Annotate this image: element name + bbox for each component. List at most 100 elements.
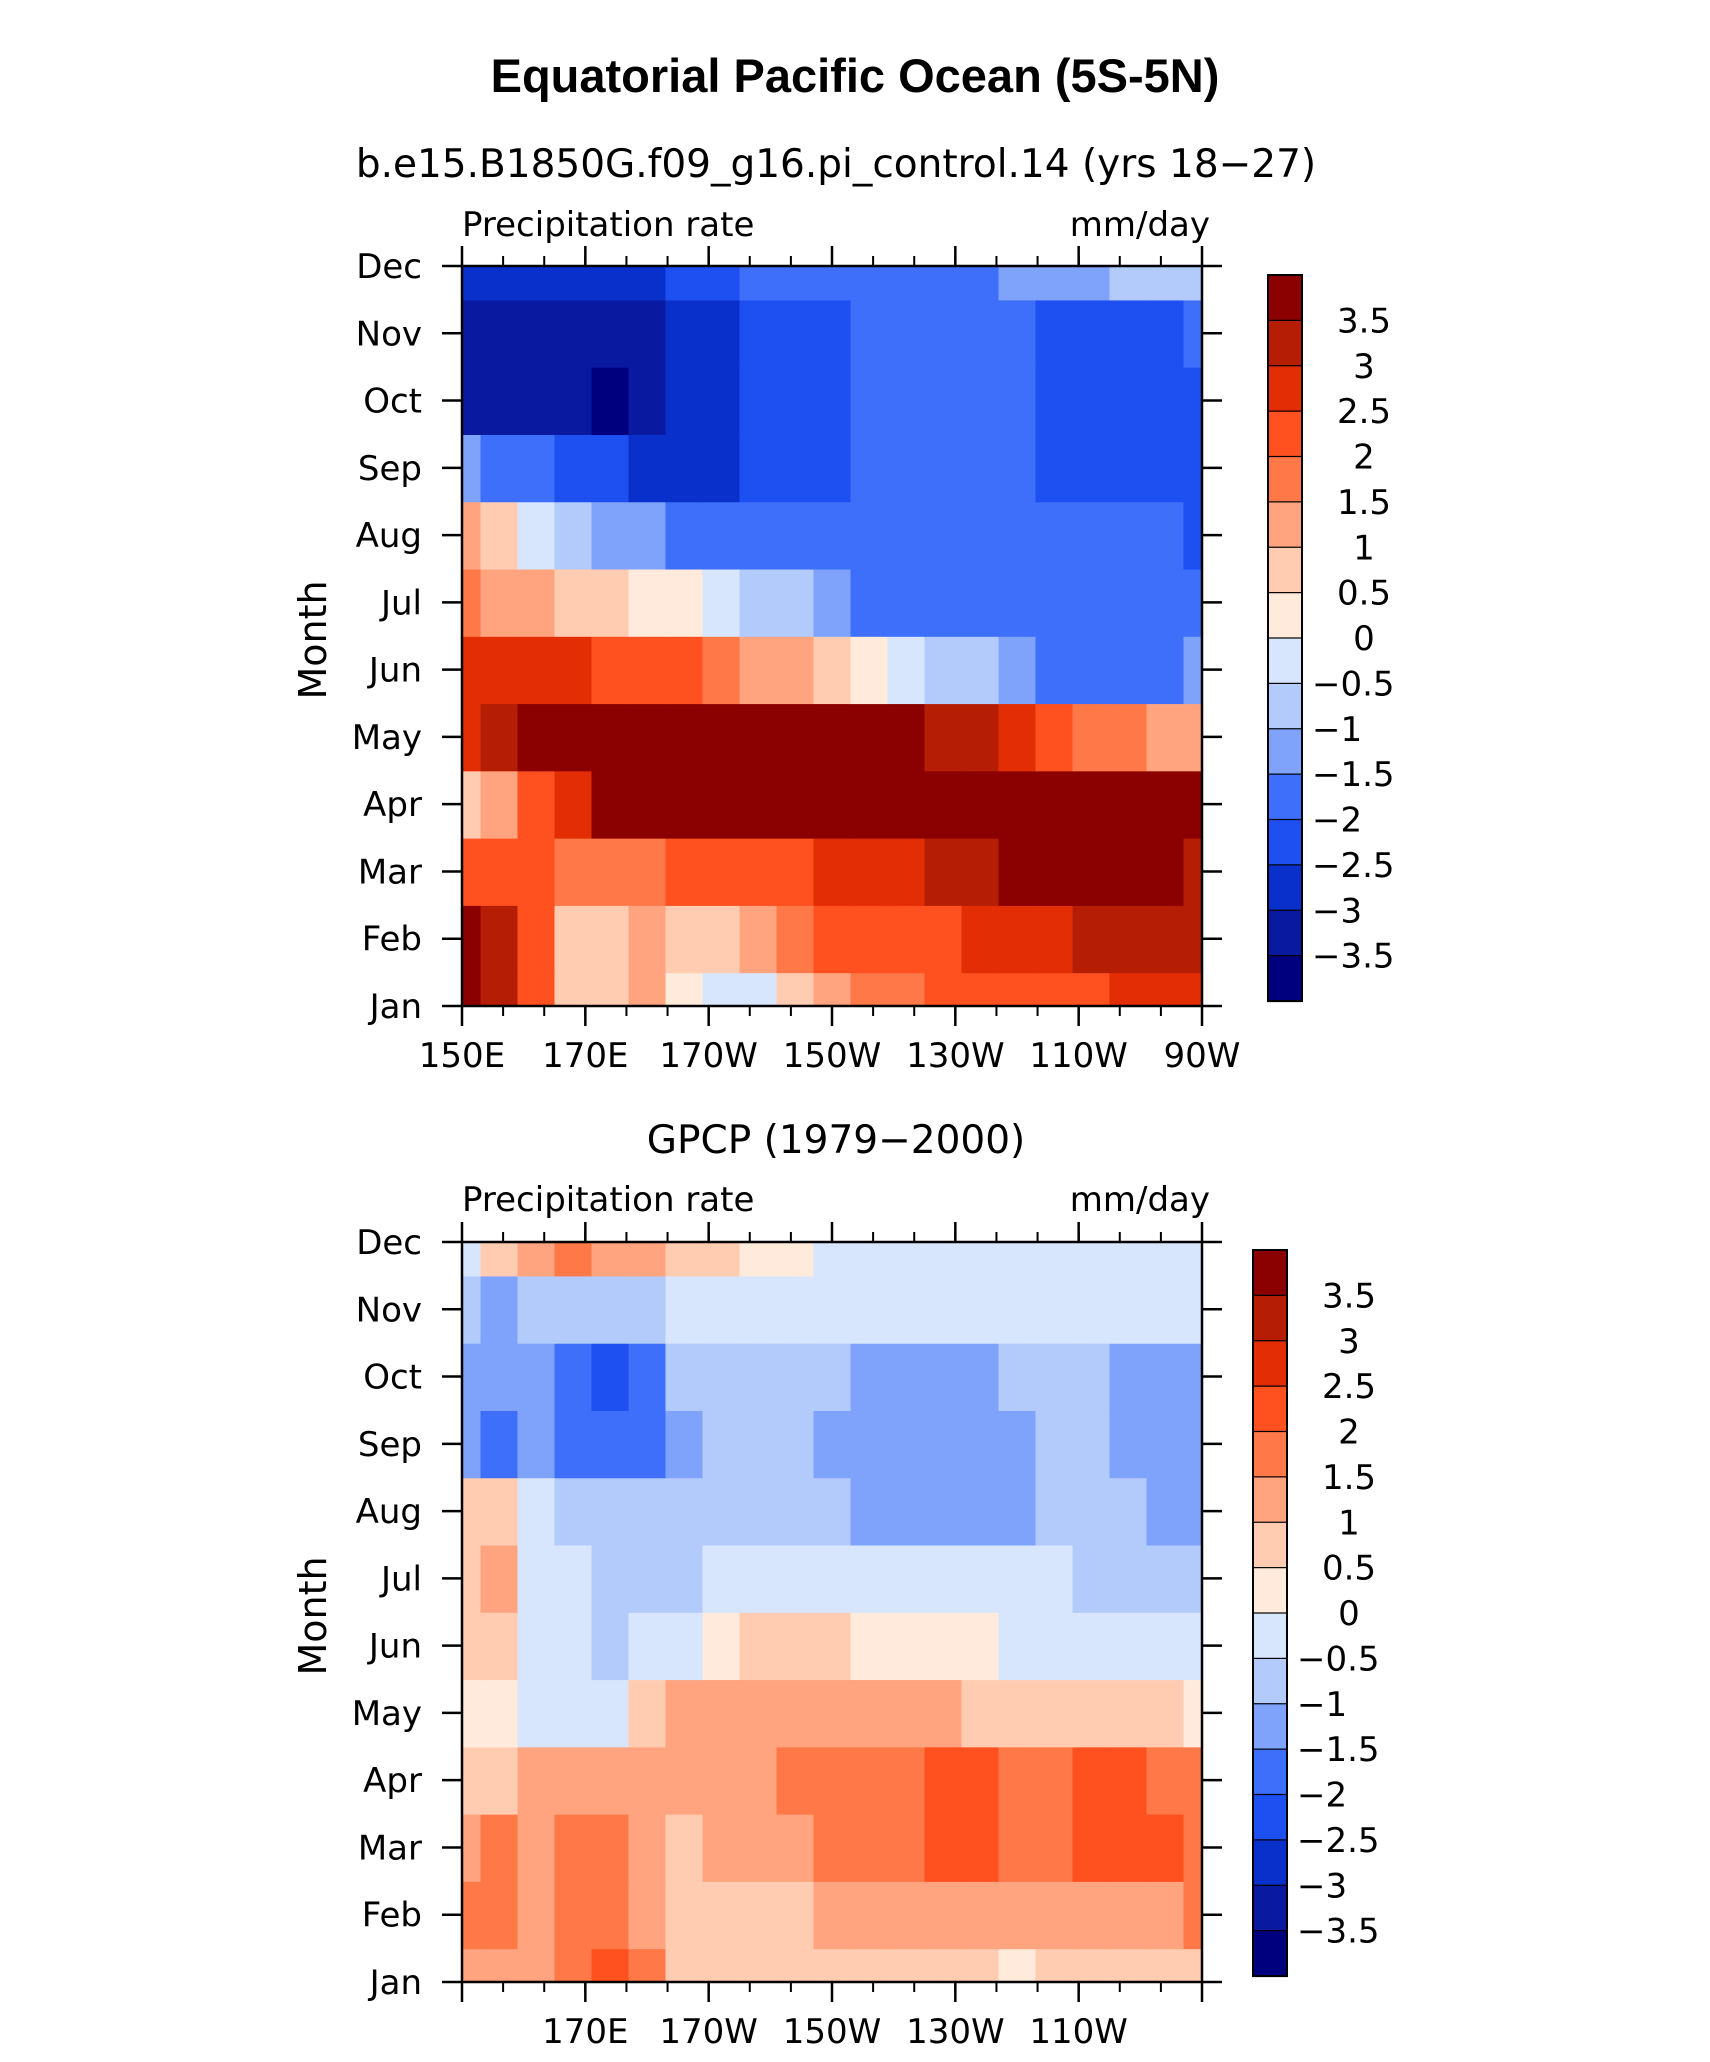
- heatmap-cell: [462, 1342, 482, 1411]
- heatmap-cell: [1035, 568, 1074, 637]
- heatmap-cell: [1183, 636, 1202, 705]
- heatmap-cell: [480, 1612, 519, 1681]
- heatmap-cell: [924, 1679, 963, 1748]
- heatmap-cell: [1035, 1746, 1074, 1815]
- heatmap-cell: [517, 568, 556, 637]
- heatmap-cell: [924, 568, 963, 637]
- heatmap-cell: [998, 299, 1037, 368]
- heatmap-cell: [554, 1342, 593, 1411]
- heatmap-cell: [665, 266, 704, 301]
- heatmap-cell: [776, 703, 815, 772]
- heatmap-cell: [924, 1342, 963, 1411]
- heatmap-cell: [1109, 568, 1148, 637]
- heatmap-cell: [702, 1342, 741, 1411]
- heatmap-cell: [961, 837, 1000, 906]
- heatmap-cell: [1146, 1881, 1185, 1950]
- heatmap-cell: [1183, 501, 1202, 570]
- heatmap-cell: [850, 1477, 889, 1546]
- heatmap-cell: [961, 636, 1000, 705]
- heatmap-cell: [591, 1275, 630, 1344]
- heatmap-cell: [665, 1342, 704, 1411]
- heatmap-cell: [462, 1275, 482, 1344]
- colorbar-swatch: [1267, 455, 1303, 503]
- colorbar-label: 2.5: [1337, 392, 1391, 432]
- y-tick-label: Aug: [356, 1492, 422, 1532]
- heatmap-cell: [1109, 1679, 1148, 1748]
- colorbar-swatch: [1252, 1294, 1288, 1342]
- colorbar-label: 0.5: [1337, 574, 1391, 614]
- heatmap-cell: [1072, 1544, 1111, 1613]
- heatmap-cell: [887, 1813, 926, 1882]
- heatmap-cell: [924, 1410, 963, 1479]
- heatmap-cell: [462, 1948, 482, 1982]
- heatmap-cell: [462, 837, 482, 906]
- heatmap-cell: [628, 501, 667, 570]
- heatmap-cell: [665, 1813, 704, 1882]
- heatmap-cell: [1072, 1948, 1111, 1982]
- heatmap-cell: [480, 703, 519, 772]
- heatmap-cell: [924, 1242, 963, 1277]
- heatmap-cell: [998, 1813, 1037, 1882]
- heatmap-cell: [480, 1342, 519, 1411]
- heatmap-cell: [628, 1813, 667, 1882]
- heatmap-cell: [887, 1544, 926, 1613]
- heatmap-cell: [517, 299, 556, 368]
- heatmap-cell: [850, 434, 889, 503]
- colorbar-label: −1.5: [1312, 755, 1395, 795]
- heatmap-cell: [628, 1410, 667, 1479]
- heatmap-cell: [702, 568, 741, 637]
- heatmap-cell: [776, 1612, 815, 1681]
- heatmap-cell: [517, 972, 556, 1006]
- colorbar-frame: [1252, 1249, 1288, 1977]
- heatmap-cell: [702, 1679, 741, 1748]
- heatmap-cell: [480, 1948, 519, 1982]
- heatmap-cell: [1109, 905, 1148, 974]
- heatmap-cell: [739, 972, 778, 1006]
- heatmap-cell: [665, 1410, 704, 1479]
- heatmap-cell: [591, 366, 630, 435]
- heatmap-cell: [702, 905, 741, 974]
- heatmap-cell: [1183, 972, 1202, 1006]
- heatmap-cell: [665, 1679, 704, 1748]
- heatmap-cell: [1109, 972, 1148, 1006]
- heatmap-cell: [850, 703, 889, 772]
- heatmap-cell: [591, 703, 630, 772]
- heatmap-cell: [628, 1242, 667, 1277]
- heatmap-cell: [776, 1948, 815, 1982]
- heatmap-cell: [887, 1477, 926, 1546]
- colorbar-label: −1: [1312, 710, 1362, 750]
- heatmap-cell: [998, 636, 1037, 705]
- heatmap-cell: [887, 568, 926, 637]
- heatmap-cell: [1146, 366, 1185, 435]
- heatmap-cell: [924, 703, 963, 772]
- heatmap-cell: [554, 1544, 593, 1613]
- x-tick-label: 150E: [419, 1036, 505, 1076]
- heatmap-cell: [591, 1410, 630, 1479]
- panel-obs-y-ticks: Jan Feb Mar Apr May Jun Jul Aug Sep Oct Nov Dec: [352, 1223, 1222, 2003]
- heatmap-cell: [702, 636, 741, 705]
- heatmap-cell: [554, 1612, 593, 1681]
- heatmap-cell: [813, 501, 852, 570]
- x-tick-label: 150W: [783, 1036, 882, 1076]
- heatmap-cell: [462, 266, 482, 301]
- heatmap-cell: [1146, 266, 1185, 301]
- heatmap-cell: [480, 501, 519, 570]
- heatmap-cell: [517, 266, 556, 301]
- heatmap-cell: [517, 1544, 556, 1613]
- heatmap-cell: [739, 1242, 778, 1277]
- panel-model: b.e15.B1850G.f09_g16.pi_control.14 (yrs …: [291, 142, 1395, 1076]
- heatmap-cell: [1072, 1275, 1111, 1344]
- heatmap-cell: [887, 837, 926, 906]
- heatmap-cell: [1183, 1275, 1202, 1344]
- heatmap-cell: [739, 1881, 778, 1950]
- heatmap-cell: [887, 972, 926, 1006]
- heatmap-cell: [739, 266, 778, 301]
- colorbar-label: −2: [1312, 801, 1362, 841]
- heatmap-cell: [1109, 299, 1148, 368]
- heatmap-cell: [702, 1813, 741, 1882]
- heatmap-cell: [739, 1342, 778, 1411]
- colorbar-label: 3: [1353, 347, 1375, 387]
- heatmap-cell: [462, 1410, 482, 1479]
- heatmap-cell: [887, 1746, 926, 1815]
